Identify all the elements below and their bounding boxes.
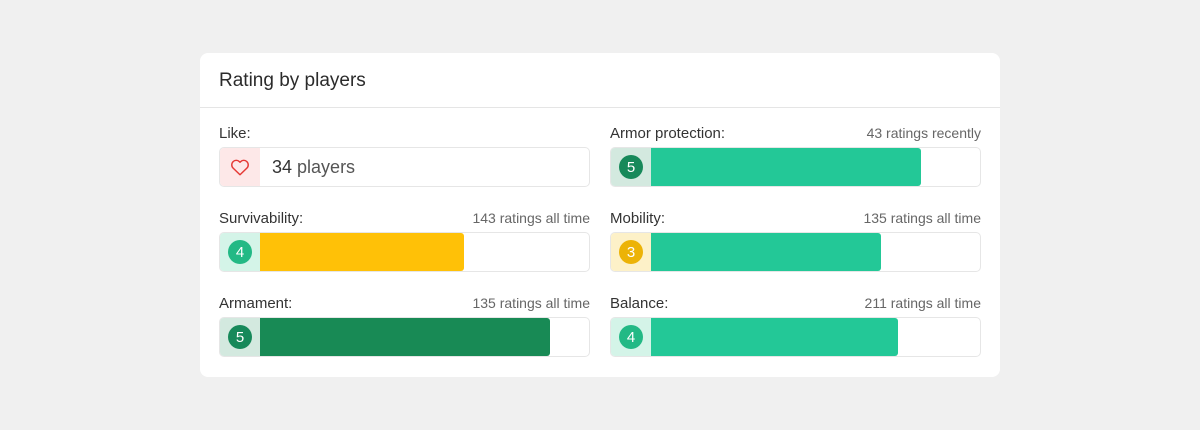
score-badge-box: 5 xyxy=(220,318,260,356)
card-title: Rating by players xyxy=(219,70,366,91)
rating-fill xyxy=(260,233,464,271)
rating-card: Rating by players Like: 34 players Armor xyxy=(200,53,1000,377)
like-cell: Like: 34 players xyxy=(219,125,590,187)
rating-survivability: Survivability: 143 ratings all time 4 xyxy=(219,210,590,272)
rating-fill xyxy=(651,233,882,271)
rating-armor-protection: Armor protection: 43 ratings recently 5 xyxy=(610,125,981,187)
score-badge-box: 4 xyxy=(611,318,651,356)
rating-fill xyxy=(651,318,898,356)
score-badge-box: 3 xyxy=(611,233,651,271)
score-badge: 4 xyxy=(228,240,252,264)
rating-track xyxy=(651,148,980,186)
rating-fill xyxy=(651,148,921,186)
rating-track xyxy=(260,318,589,356)
score-badge-box: 5 xyxy=(611,148,651,186)
score-badge: 4 xyxy=(619,325,643,349)
rating-fill xyxy=(260,318,550,356)
rating-bar[interactable]: 5 xyxy=(219,317,590,357)
rating-bar[interactable]: 4 xyxy=(219,232,590,272)
heart-icon xyxy=(220,148,260,186)
rating-count: 143 ratings all time xyxy=(472,210,590,226)
like-unit: players xyxy=(297,156,356,177)
score-badge: 5 xyxy=(228,325,252,349)
rating-count: 135 ratings all time xyxy=(863,210,981,226)
like-label: Like: xyxy=(219,125,251,142)
rating-label: Survivability: xyxy=(219,210,304,227)
rating-track xyxy=(651,233,980,271)
score-badge: 5 xyxy=(619,155,643,179)
like-button[interactable]: 34 players xyxy=(219,147,590,187)
card-header: Rating by players xyxy=(200,53,1000,108)
score-badge: 3 xyxy=(619,240,643,264)
score-badge-box: 4 xyxy=(220,233,260,271)
rating-bar[interactable]: 4 xyxy=(610,317,981,357)
rating-armament: Armament: 135 ratings all time 5 xyxy=(219,295,590,357)
rating-track xyxy=(651,318,980,356)
rating-count: 135 ratings all time xyxy=(472,295,590,311)
rating-count: 211 ratings all time xyxy=(864,295,981,311)
rating-track xyxy=(260,233,589,271)
rating-label: Armor protection: xyxy=(610,125,726,142)
rating-mobility: Mobility: 135 ratings all time 3 xyxy=(610,210,981,272)
like-count: 34 xyxy=(272,156,293,177)
rating-balance: Balance: 211 ratings all time 4 xyxy=(610,295,981,357)
rating-bar[interactable]: 5 xyxy=(610,147,981,187)
rating-label: Balance: xyxy=(610,295,669,312)
rating-bar[interactable]: 3 xyxy=(610,232,981,272)
rating-count: 43 ratings recently xyxy=(866,125,981,141)
rating-label: Mobility: xyxy=(610,210,666,227)
rating-label: Armament: xyxy=(219,295,293,312)
